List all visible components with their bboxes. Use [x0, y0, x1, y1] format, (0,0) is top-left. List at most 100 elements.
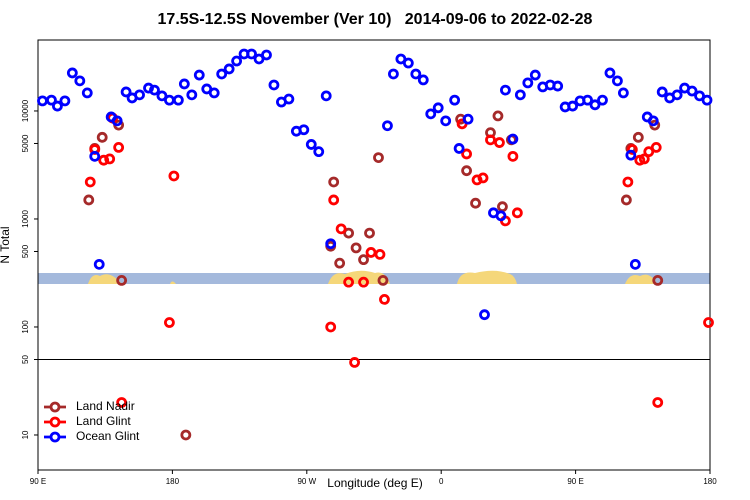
mask-land	[625, 274, 657, 284]
point	[462, 113, 474, 125]
point	[632, 131, 644, 143]
point	[84, 176, 96, 188]
point	[81, 87, 93, 99]
x-tick-label: 90 E	[30, 477, 46, 486]
point	[622, 176, 634, 188]
legend-swatch-marker	[49, 416, 61, 428]
point	[283, 93, 295, 105]
point	[495, 210, 507, 222]
y-tick-label: 50	[21, 354, 30, 363]
point	[492, 110, 504, 122]
point	[168, 170, 180, 182]
legend-label: Land Glint	[76, 414, 131, 428]
point	[671, 89, 683, 101]
point	[507, 150, 519, 162]
point	[652, 274, 664, 286]
point	[625, 149, 637, 161]
point	[364, 227, 375, 239]
point	[461, 148, 472, 160]
point	[638, 153, 650, 165]
point	[647, 115, 659, 127]
legend-label: Ocean Glint	[76, 429, 140, 443]
point	[172, 94, 184, 106]
y-axis-label: N Total	[0, 226, 12, 263]
x-tick-label: 90 E	[567, 477, 583, 486]
point	[626, 144, 638, 155]
point	[59, 95, 71, 107]
mask-land	[88, 274, 122, 284]
point	[552, 80, 564, 92]
point	[83, 194, 95, 206]
point	[511, 207, 523, 219]
point	[449, 94, 461, 106]
point	[178, 78, 190, 90]
point	[567, 100, 579, 112]
point	[328, 176, 340, 188]
point	[485, 134, 496, 146]
point	[522, 77, 534, 89]
x-tick-label: 180	[703, 477, 717, 486]
point	[470, 197, 481, 209]
point	[216, 68, 228, 80]
point	[111, 115, 123, 127]
point	[529, 69, 541, 81]
point	[120, 86, 132, 98]
point	[231, 55, 243, 67]
plot-frame	[37, 39, 711, 471]
point	[46, 94, 57, 106]
point	[96, 131, 108, 143]
mask-land	[457, 270, 517, 284]
point	[89, 150, 101, 162]
point	[320, 90, 332, 102]
point	[589, 99, 601, 111]
land-mask-band	[38, 270, 710, 284]
point	[686, 85, 698, 97]
point	[343, 276, 355, 288]
point	[701, 94, 713, 106]
point	[604, 67, 616, 79]
point	[104, 153, 116, 165]
point	[164, 317, 175, 328]
point	[180, 429, 192, 441]
legend-swatch-marker	[49, 431, 61, 443]
point	[377, 274, 389, 286]
point	[298, 124, 310, 136]
point	[334, 257, 346, 269]
point	[650, 141, 662, 153]
point	[382, 120, 393, 132]
point	[52, 100, 63, 112]
point	[193, 69, 205, 81]
point	[461, 165, 472, 177]
x-tick-label: 0	[439, 477, 444, 486]
point	[410, 68, 422, 80]
legend-swatch-marker	[49, 401, 61, 413]
point	[620, 194, 632, 206]
chart-title: 17.5S-12.5S November (Ver 10) 2014-09-06…	[158, 11, 593, 28]
point	[98, 154, 110, 166]
point	[597, 94, 608, 106]
point	[268, 79, 280, 91]
point	[74, 75, 86, 87]
point	[116, 397, 128, 408]
point	[417, 74, 429, 86]
point	[358, 276, 369, 288]
point	[246, 48, 257, 60]
y-tick-label: 10000	[21, 99, 30, 122]
point	[208, 87, 220, 99]
y-tick-label: 5000	[21, 134, 30, 152]
point	[93, 258, 105, 270]
point	[116, 274, 128, 286]
point	[66, 67, 78, 79]
point	[440, 115, 452, 127]
point	[477, 172, 489, 184]
point	[374, 248, 386, 260]
point	[500, 84, 511, 96]
point	[335, 223, 347, 235]
point	[349, 356, 360, 368]
x-axis-label: Longitude (deg E)	[327, 476, 422, 490]
point	[358, 254, 369, 266]
legend-label: Land Nadir	[76, 399, 135, 413]
point	[373, 152, 384, 164]
y-tick-label: 10	[21, 430, 30, 439]
